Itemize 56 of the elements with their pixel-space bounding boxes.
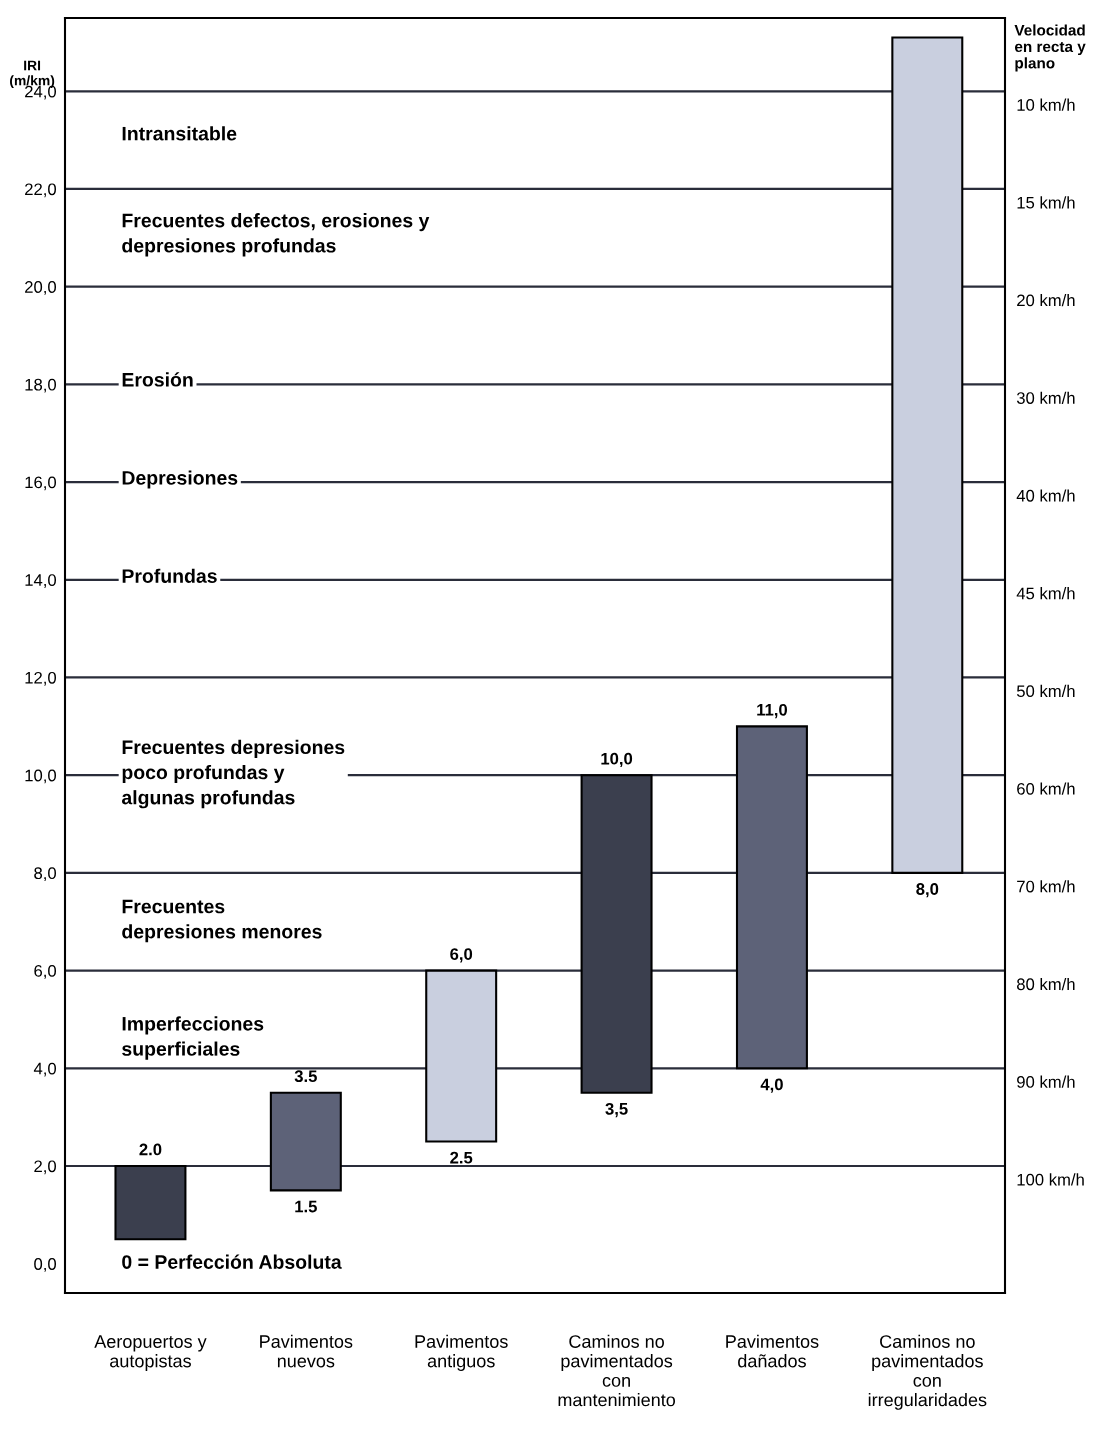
x-tick-label: Pavimentos antiguos [415, 1334, 508, 1371]
annotation: 8,0 [916, 883, 939, 898]
y-tick-label: 4,0 [33, 1062, 57, 1077]
ref-line-label: 100 km/h [1017, 1173, 1084, 1186]
annotation: 0 = Perfección Absoluta [122, 1254, 342, 1269]
annotation: Erosión [122, 372, 193, 387]
y-tick-label: 2,0 [34, 1160, 57, 1175]
y-tick-label: 6,0 [34, 964, 57, 979]
annotation: Intransitable [122, 126, 237, 141]
bar [114, 1164, 187, 1241]
y2-axis-title: Velocidad en recta y plano [1014, 24, 1086, 72]
ref-line-label: 90 km/h [1017, 1075, 1075, 1088]
ref-line-label: 60 km/h [1017, 782, 1075, 795]
x-tick-label: Caminos no pavimentados con irregularidades [868, 1334, 987, 1410]
annotation: Frecuentes depresiones poco profundas y algunas profundas [121, 739, 345, 809]
bar [735, 725, 808, 1070]
y-tick-label: 14,0 [25, 574, 57, 588]
bar [891, 36, 964, 874]
ref-line-label: 45 km/h [1016, 587, 1075, 600]
data-label: 2.0 [139, 1143, 162, 1156]
data-label: 3.5 [294, 1070, 317, 1083]
annotation: Profundas [122, 568, 217, 583]
ref-line-label: 70 km/h [1017, 880, 1075, 893]
ref-line-label: 30 km/h [1016, 391, 1075, 404]
y-tick-label: 18,0 [25, 378, 57, 393]
data-label: 10,0 [601, 752, 633, 767]
ref-line-label: 10 km/h [1017, 98, 1075, 111]
y-tick-label: 22,0 [25, 183, 57, 198]
x-tick-label: Pavimentos nuevos [260, 1334, 353, 1368]
annotation: Frecuentes defectos, erosiones y depresiones profundas [122, 213, 430, 257]
annotation: Imperfecciones superficiales [122, 1016, 264, 1060]
x-tick-label: Aeropuertos y autopistas [94, 1335, 207, 1371]
data-label: 6,0 [450, 948, 473, 963]
annotation: Depresiones [122, 470, 238, 489]
bar [425, 969, 498, 1143]
y-tick-label: 16,0 [25, 476, 57, 491]
y-tick-label: 0,0 [34, 1258, 57, 1272]
annotation: 4,0 [760, 1078, 783, 1093]
ref-line-label: 15 km/h [1017, 196, 1075, 209]
annotation: 1.5 [295, 1200, 317, 1213]
x-tick-label: Pavimentos dañados [726, 1334, 819, 1368]
bar [580, 774, 653, 1094]
data-label: 11,0 [757, 703, 788, 719]
ref-line-label: 80 km/h [1017, 977, 1075, 991]
y-tick-label: 10,0 [25, 769, 57, 784]
y-tick-label: 20,0 [25, 281, 57, 295]
x-tick-label: Caminos no pavimentados con mantenimiento [558, 1334, 676, 1407]
annotation: Frecuentes depresiones menores [122, 899, 322, 943]
y-tick-label: 8,0 [34, 867, 57, 882]
ref-line-label: 40 km/h [1016, 489, 1075, 502]
annotation: 3,5 [605, 1102, 628, 1118]
y-tick-label: 12,0 [25, 671, 57, 686]
ref-line-label: 20 km/h [1017, 294, 1075, 307]
bar [269, 1091, 342, 1192]
ref-line-label: 50 km/h [1016, 684, 1075, 698]
annotation: 2.5 [450, 1151, 473, 1164]
